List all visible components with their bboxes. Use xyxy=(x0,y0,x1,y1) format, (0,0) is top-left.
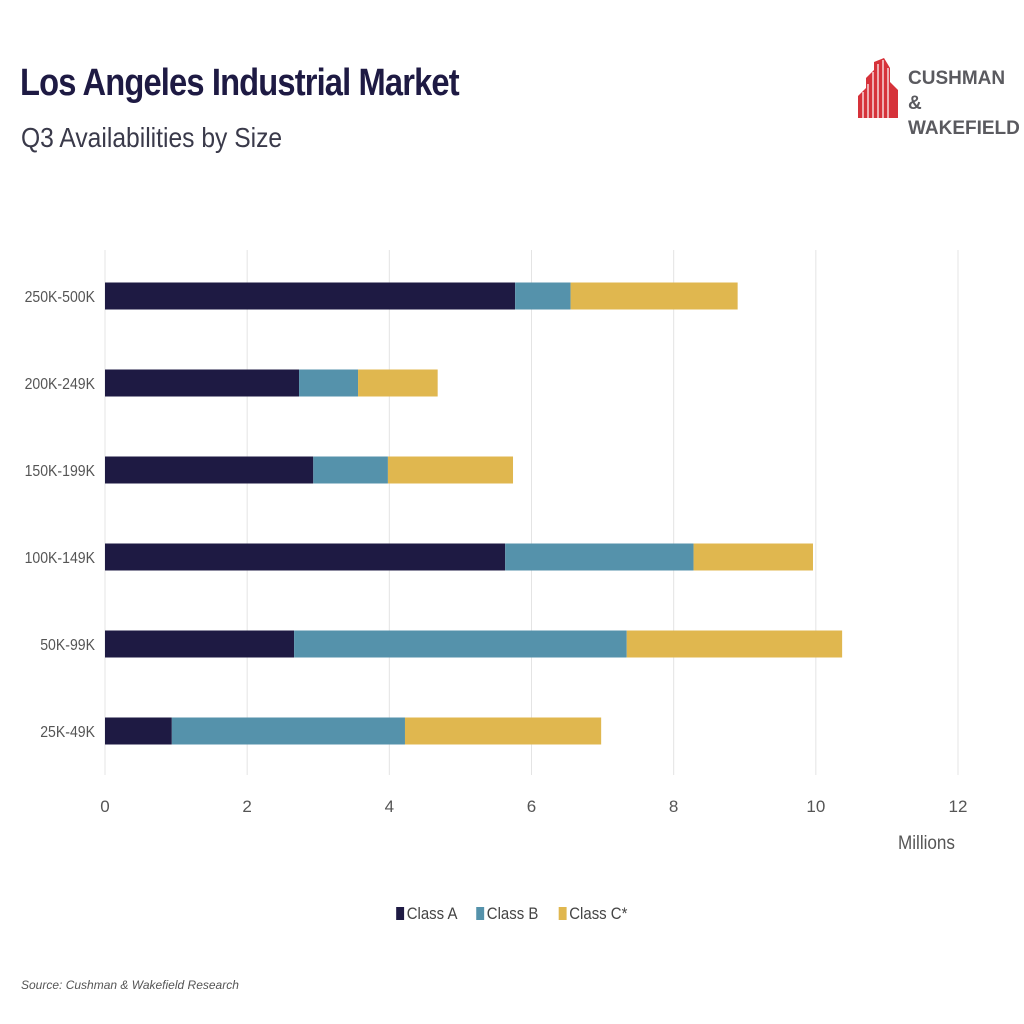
x-tick-label: 10 xyxy=(806,797,825,816)
bar-class-c-150K-199K xyxy=(387,456,514,484)
bar-class-a-25K-49K xyxy=(105,717,172,745)
x-tick-label: 12 xyxy=(949,797,968,816)
bar-class-a-50K-99K xyxy=(105,630,295,658)
bar-class-b-250K-500K xyxy=(515,282,571,310)
bar-class-c-50K-99K xyxy=(626,630,843,658)
legend: Class A Class B Class C* xyxy=(0,904,1024,924)
bar-class-b-100K-149K xyxy=(505,543,694,571)
x-tick-label: 8 xyxy=(669,797,678,816)
category-label: 150K-199K xyxy=(25,462,95,480)
logo-line-2: WAKEFIELD xyxy=(908,118,1020,139)
legend-label: Class A xyxy=(406,904,458,923)
category-label: 50K-99K xyxy=(40,636,95,654)
source-note: Source: Cushman & Wakefield Research xyxy=(21,978,239,992)
bar-class-a-150K-199K xyxy=(105,456,314,484)
cushman-wakefield-logo-icon xyxy=(858,58,898,118)
category-label: 250K-500K xyxy=(25,288,95,306)
bar-class-c-250K-500K xyxy=(570,282,738,310)
x-axis-label: Millions xyxy=(898,832,955,853)
logo-text: CUSHMAN & WAKEFIELD xyxy=(908,66,1024,141)
bar-class-b-150K-199K xyxy=(313,456,388,484)
legend-item-class-b: Class B xyxy=(476,904,539,924)
bar-class-b-25K-49K xyxy=(171,717,405,745)
x-tick-label: 4 xyxy=(385,797,394,816)
chart-title: Los Angeles Industrial Market xyxy=(20,62,460,104)
legend-label: Class C* xyxy=(569,904,628,923)
category-label: 100K-149K xyxy=(25,549,95,567)
legend-item-class-a: Class A xyxy=(396,904,458,924)
x-tick-label: 2 xyxy=(242,797,251,816)
bar-class-b-50K-99K xyxy=(294,630,627,658)
bar-class-a-200K-249K xyxy=(105,369,300,397)
category-label: 25K-49K xyxy=(40,723,95,741)
bar-class-c-200K-249K xyxy=(358,369,438,397)
category-label: 200K-249K xyxy=(25,375,95,393)
bar-class-a-100K-149K xyxy=(105,543,506,571)
legend-item-class-c: Class C* xyxy=(558,904,627,924)
bar-class-c-100K-149K xyxy=(693,543,813,571)
bar-class-c-25K-49K xyxy=(404,717,602,745)
bar-class-a-250K-500K xyxy=(105,282,516,310)
chart-subtitle: Q3 Availabilities by Size xyxy=(21,122,283,153)
bar-chart: 0 2 4 6 8 10 12 Millions 250K-500K 200K-249K 150K-… xyxy=(25,250,968,853)
bar-class-b-200K-249K xyxy=(299,369,359,397)
legend-label: Class B xyxy=(487,904,539,923)
x-tick-label: 6 xyxy=(527,797,536,816)
logo-line-1: CUSHMAN & xyxy=(908,68,1006,114)
x-tick-label: 0 xyxy=(100,797,109,816)
